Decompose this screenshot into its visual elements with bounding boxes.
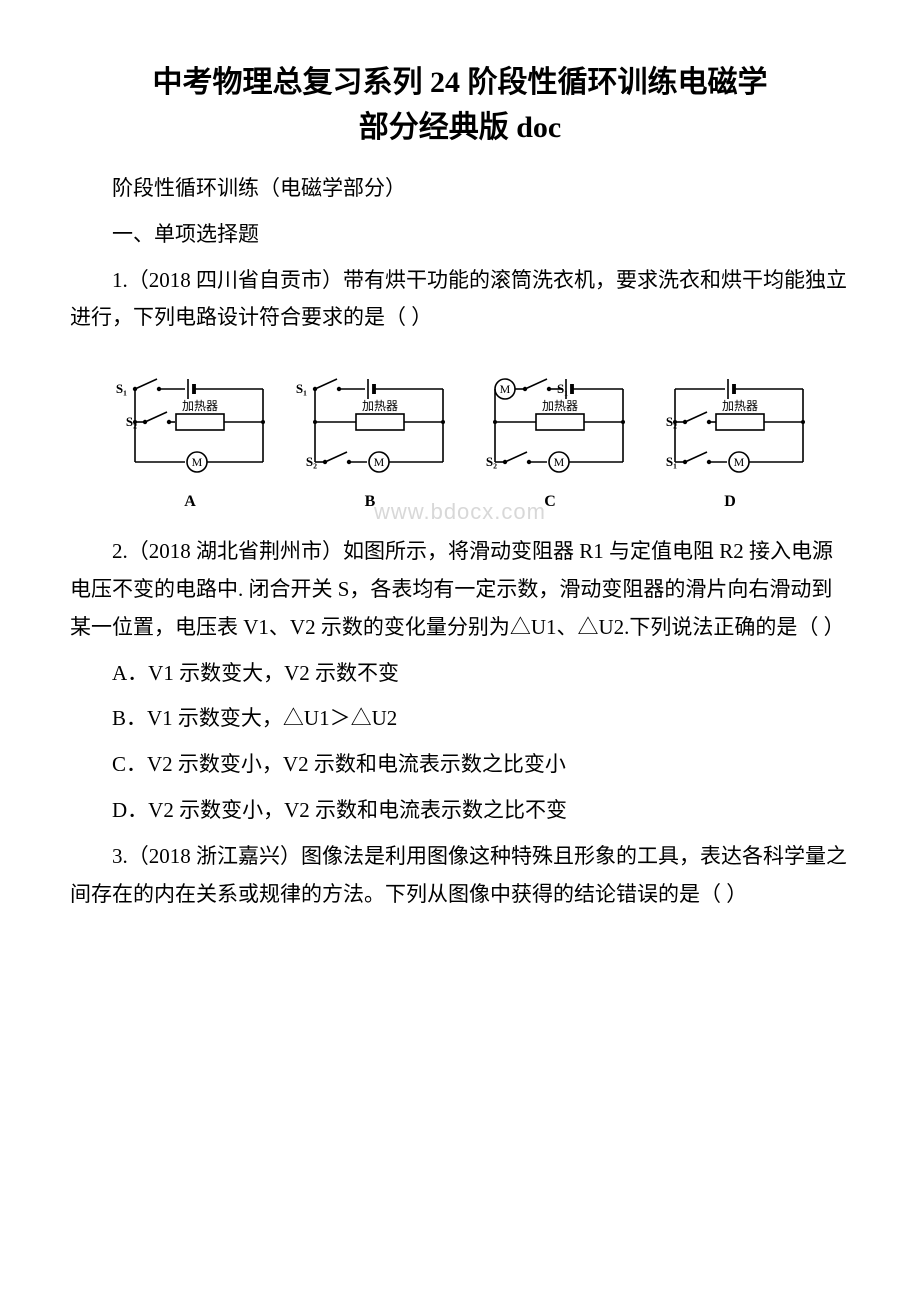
svg-text:S₂: S₂ [486, 454, 497, 469]
svg-text:加热器: 加热器 [362, 399, 398, 413]
svg-text:M: M [192, 455, 203, 469]
circuit-panel-a: S₁ S₂ 加热器 MA [105, 367, 275, 511]
svg-text:M: M [734, 455, 745, 469]
svg-text:M: M [500, 382, 511, 396]
question-1: 1.（2018 四川省自贡市）带有烘干功能的滚筒洗衣机，要求洗衣和烘干均能独立进… [70, 262, 850, 338]
svg-text:S₂: S₂ [666, 414, 677, 429]
section-heading: 一、单项选择题 [70, 216, 850, 254]
svg-text:加热器: 加热器 [722, 399, 758, 413]
question-3: 3.（2018 浙江嘉兴）图像法是利用图像这种特殊且形象的工具，表达各科学量之间… [70, 838, 850, 914]
circuit-caption: B [285, 493, 455, 511]
circuit-figure: S₁ S₂ 加热器 M A S₁ 加热器 S₂ M B M [70, 367, 850, 511]
circuit-caption: D [645, 493, 815, 511]
svg-text:加热器: 加热器 [182, 399, 218, 413]
question-2: 2.（2018 湖北省荆州市）如图所示，将滑动变阻器 R1 与定值电阻 R2 接… [70, 533, 850, 646]
doc-title: 中考物理总复习系列 24 阶段性循环训练电磁学 部分经典版 doc [70, 60, 850, 150]
circuit-panel-d: S₂ 加热器 S₁ M D [645, 367, 815, 511]
title-line1: 中考物理总复习系列 24 阶段性循环训练电磁学 [153, 66, 768, 99]
svg-text:S₂: S₂ [306, 454, 317, 469]
title-suffix: doc [516, 111, 561, 144]
q2-option-c: C．V2 示数变小，V2 示数和电流表示数之比变小 [70, 746, 850, 784]
title-line2: 部分经典版 [359, 111, 517, 144]
svg-text:加热器: 加热器 [542, 399, 578, 413]
subtitle: 阶段性循环训练（电磁学部分） [70, 170, 850, 208]
circuit-caption: A [105, 493, 275, 511]
svg-text:S₁: S₁ [666, 454, 677, 469]
circuit-caption: C [465, 493, 635, 511]
q2-option-a: A．V1 示数变大，V2 示数不变 [70, 655, 850, 693]
circuit-panel-b: S₁ 加热器 S₂ M B [285, 367, 455, 511]
svg-text:M: M [374, 455, 385, 469]
svg-text:M: M [554, 455, 565, 469]
svg-text:S₁: S₁ [296, 381, 307, 396]
circuit-panel-c: M S₁ 加热器 S₂ MC [465, 367, 635, 511]
svg-text:S₁: S₁ [116, 381, 127, 396]
q2-option-d: D．V2 示数变小，V2 示数和电流表示数之比不变 [70, 792, 850, 830]
q2-option-b: B．V1 示数变大，△U1＞△U2 [70, 700, 850, 738]
